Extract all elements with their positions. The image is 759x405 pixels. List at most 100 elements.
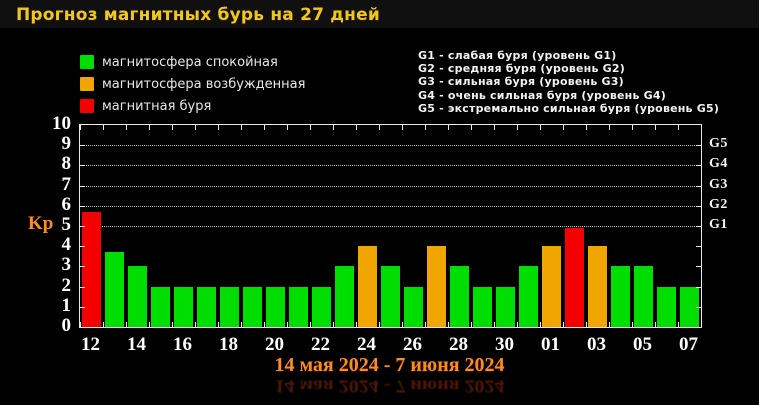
y-axis-label-3: 3 [61, 254, 72, 276]
bar-day-28 [450, 266, 469, 327]
g-scale-label-g4: G4 [709, 156, 728, 172]
y-tick-left [80, 266, 85, 268]
x-tick-top [264, 125, 265, 130]
x-tick-bottom [471, 322, 472, 327]
storm-level-g5: G5 - экстремально сильная буря (уровень … [418, 101, 720, 115]
bar-day-26 [404, 286, 423, 327]
bar-day-05 [634, 266, 653, 327]
gridline-kp-6 [80, 205, 701, 207]
y-tick-right [696, 205, 701, 207]
x-tick-bottom [701, 322, 702, 327]
x-tick-top [310, 125, 311, 130]
x-tick-bottom [333, 322, 334, 327]
y-tick-left [80, 205, 85, 207]
legend-item-quiet: магнитосфера спокойная [80, 51, 305, 73]
y-tick-left [80, 226, 85, 227]
x-axis-label-01: 01 [541, 334, 560, 355]
x-tick-top [287, 125, 288, 130]
y-tick-right [696, 266, 701, 268]
x-tick-top [149, 125, 150, 130]
storm-level-g2: G2 - средняя буря (уровень G2) [418, 62, 625, 76]
x-tick-top [241, 125, 242, 130]
bar-day-24 [358, 246, 377, 327]
g-scale-label-g3: G3 [709, 176, 728, 192]
x-axis-label-12: 12 [81, 334, 100, 355]
x-tick-top [632, 125, 633, 130]
x-tick-bottom [126, 322, 127, 327]
x-tick-top [448, 125, 449, 130]
legend-item-storm: магнитная буря [80, 95, 305, 117]
x-tick-top [80, 125, 81, 130]
x-tick-bottom [494, 322, 495, 327]
bar-day-14 [128, 266, 147, 327]
bar-day-03 [588, 246, 607, 327]
bar-day-16 [174, 286, 193, 327]
y-tick-right [696, 306, 701, 308]
x-tick-top [126, 125, 127, 130]
x-tick-top [379, 125, 380, 130]
x-tick-bottom [425, 322, 426, 327]
x-tick-top [609, 125, 610, 130]
y-tick-left [80, 165, 85, 167]
x-tick-bottom [287, 322, 288, 327]
title-bar [0, 0, 759, 28]
x-tick-bottom [80, 322, 81, 327]
x-tick-top [172, 125, 173, 130]
y-axis-label-6: 6 [61, 193, 72, 215]
y-tick-right [696, 145, 701, 147]
bar-day-15 [151, 286, 170, 327]
x-tick-top [494, 125, 495, 130]
x-axis-label-03: 03 [587, 334, 606, 355]
bar-day-21 [289, 286, 308, 327]
y-axis-label-2: 2 [61, 274, 72, 296]
x-axis-label-22: 22 [311, 334, 330, 355]
y-axis-label-5: 5 [61, 214, 72, 235]
x-tick-bottom [241, 322, 242, 327]
legend-item-label: магнитосфера возбужденная [102, 76, 306, 92]
x-tick-top [333, 125, 334, 130]
x-tick-bottom [632, 322, 633, 327]
x-tick-top [563, 125, 564, 130]
x-axis-label-14: 14 [127, 334, 146, 355]
gridline-kp-8 [80, 165, 701, 167]
y-tick-right [696, 226, 701, 227]
storm-level-g3: G3 - сильная буря (уровень G3) [418, 75, 624, 89]
y-tick-right [696, 165, 701, 167]
g-scale-label-g1: G1 [709, 217, 728, 232]
x-tick-bottom [563, 322, 564, 327]
storm-scale-legend: G1 - слабая буря (уровень G1) G2 - средн… [418, 49, 719, 115]
x-tick-bottom [218, 322, 219, 327]
x-axis-label-05: 05 [633, 334, 652, 355]
y-tick-right [696, 185, 701, 187]
x-tick-top [540, 125, 541, 130]
x-axis-label-24: 24 [357, 334, 376, 355]
storm-color-swatch [80, 99, 94, 113]
x-tick-top [218, 125, 219, 130]
x-tick-top [471, 125, 472, 130]
x-tick-top [655, 125, 656, 130]
status-legend: магнитосфера спокойная магнитосфера возб… [80, 51, 305, 117]
date-range-reflection: 14 мая 2024 - 7 июня 2024 [274, 376, 505, 396]
gridline-kp-7 [80, 185, 701, 187]
x-axis-label-07: 07 [679, 334, 698, 355]
x-tick-bottom [655, 322, 656, 327]
g-scale-label-g5: G5 [709, 136, 728, 152]
bar-day-25 [381, 266, 400, 327]
x-tick-bottom [195, 322, 196, 327]
bar-day-13 [105, 252, 124, 327]
x-tick-bottom [402, 322, 403, 327]
y-axis-label-0: 0 [61, 315, 72, 336]
quiet-color-swatch [80, 55, 94, 69]
x-axis-label-18: 18 [219, 334, 238, 355]
y-tick-left [80, 286, 85, 288]
y-axis-label-8: 8 [61, 153, 72, 175]
gridline-kp-9 [80, 145, 701, 147]
bar-day-18 [220, 286, 239, 327]
x-tick-bottom [609, 322, 610, 327]
x-tick-top [701, 125, 702, 130]
storm-level-g4: G4 - очень сильная буря (уровень G4) [418, 88, 666, 102]
bar-day-29 [473, 286, 492, 327]
chart-title: Прогноз магнитных бурь на 27 дней [16, 5, 380, 25]
x-axis-label-26: 26 [403, 334, 422, 355]
